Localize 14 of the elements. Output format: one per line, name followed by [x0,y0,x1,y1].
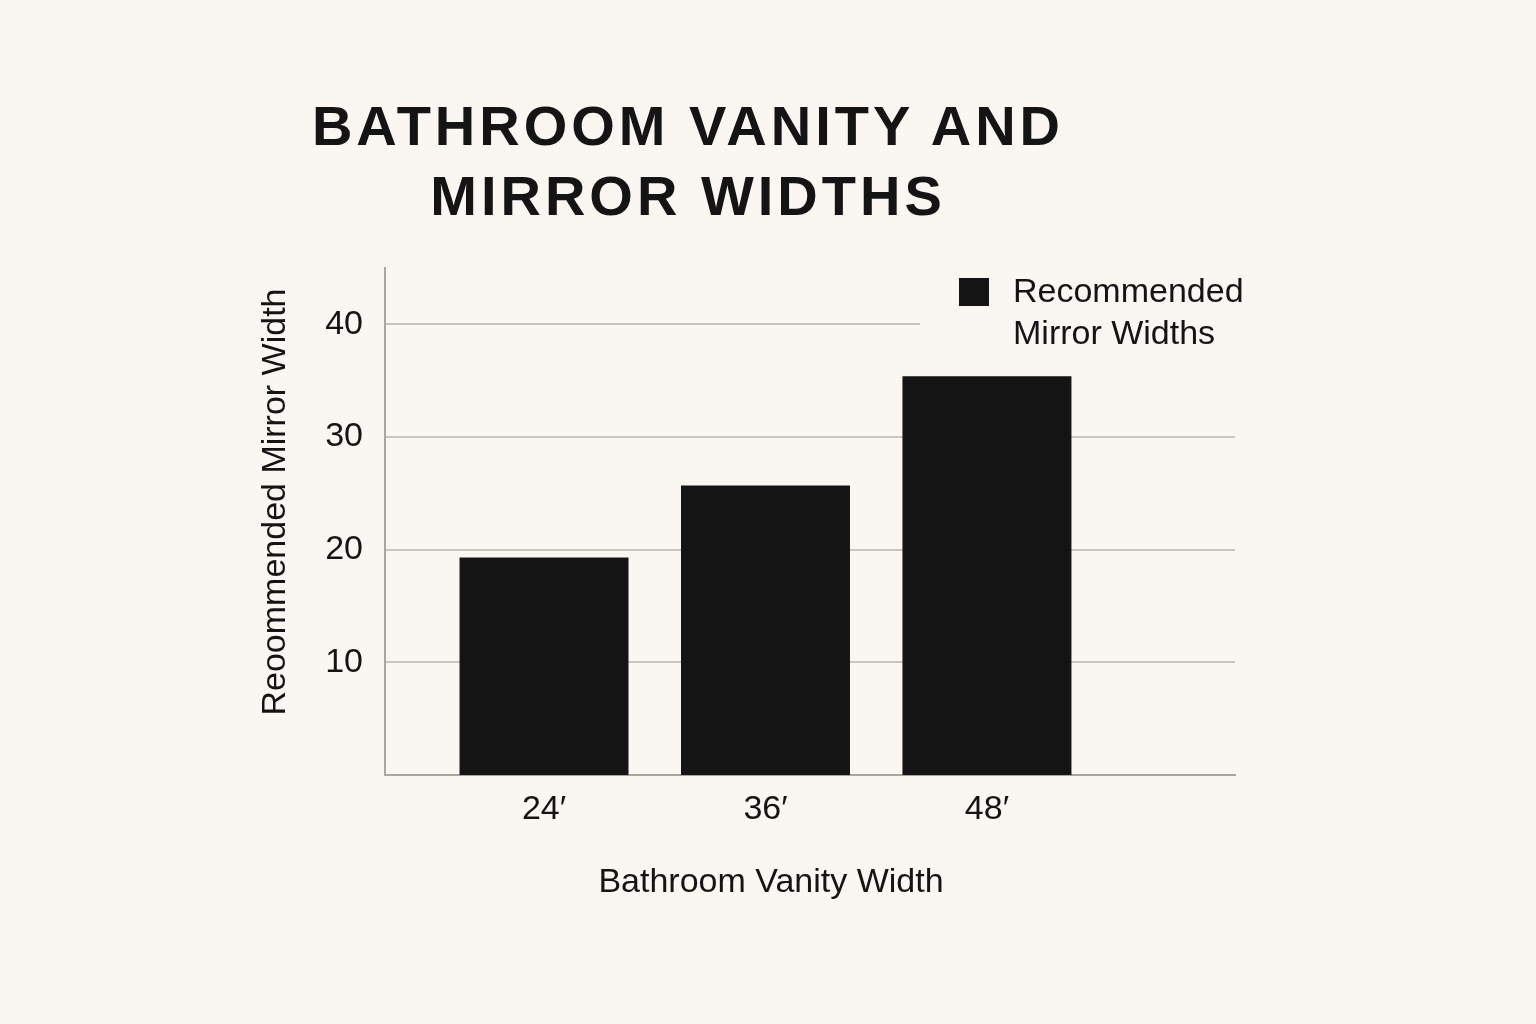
bar [459,557,629,775]
y-axis-title: Reoommended Mirror Width [253,287,293,718]
bar [902,376,1072,775]
x-tick-label: 36′ [743,787,788,826]
y-tick-label: 40 [325,302,363,341]
x-axis-title: Bathroom Vanity Width [597,860,945,900]
y-tick-label: 30 [325,415,363,454]
y-tick-label: 20 [325,528,363,567]
bar [680,485,850,775]
y-tick-label: 10 [325,640,363,679]
chart-title: BATHROOM VANITY AND MIRROR WIDTHS [310,93,1066,229]
x-tick-label: 24′ [521,787,567,826]
x-tick-label: 48′ [964,787,1010,826]
legend-label: Recommended Mirror Widths [1013,270,1245,353]
